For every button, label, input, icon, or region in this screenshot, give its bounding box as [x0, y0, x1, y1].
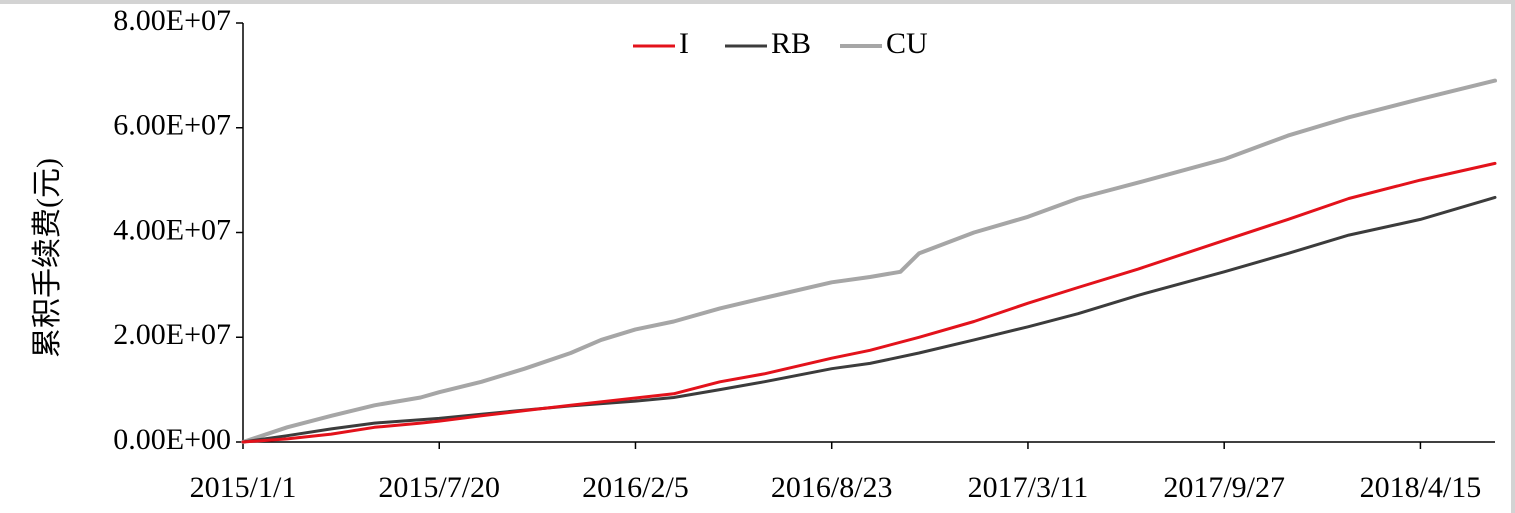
y-tick-label: 0.00E+00: [113, 423, 231, 456]
x-tick-label: 2018/4/15: [1360, 471, 1482, 504]
x-tick-label: 2017/3/11: [968, 471, 1089, 504]
y-ticks: 0.00E+00 2.00E+07 4.00E+07 6.00E+07 8.00E+07: [113, 4, 243, 456]
y-tick-label: 8.00E+07: [113, 4, 231, 37]
y-tick-label: 6.00E+07: [113, 109, 231, 142]
x-tick-label: 2015/7/20: [378, 471, 500, 504]
right-border: [1511, 0, 1515, 513]
series-line-cu: [241, 78, 1497, 444]
y-tick-label: 4.00E+07: [113, 213, 231, 246]
legend: I RB CU: [633, 27, 928, 60]
series-lines: [241, 78, 1497, 444]
x-tick-label: 2017/9/27: [1163, 471, 1285, 504]
y-tick-label: 2.00E+07: [113, 318, 231, 351]
x-tick-label: 2016/2/5: [582, 471, 689, 504]
y-axis-title: 累积手续费(元): [31, 158, 64, 358]
x-tick-label: 2016/8/23: [771, 471, 893, 504]
series-line-i: [241, 161, 1497, 444]
x-ticks: 2015/1/1 2015/7/20 2016/2/5 2016/8/23 2017/3…: [190, 442, 1482, 504]
top-border: [0, 0, 1515, 4]
legend-label-rb: RB: [771, 27, 811, 60]
axes: [242, 23, 1495, 443]
legend-label-cu: CU: [886, 27, 928, 60]
legend-label-i: I: [679, 27, 689, 60]
series-line-rb: [241, 195, 1497, 444]
x-tick-label: 2015/1/1: [190, 471, 297, 504]
